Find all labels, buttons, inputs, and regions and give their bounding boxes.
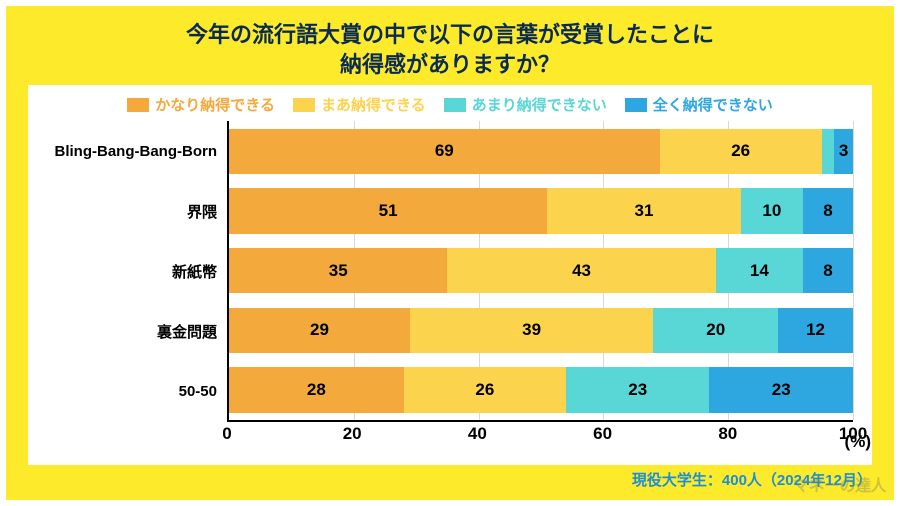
bar-segment: 28 xyxy=(229,367,404,412)
legend-label: かなり納得できる xyxy=(155,94,275,115)
bar-row: 28 26 23 23 xyxy=(229,360,853,420)
chart-title: 今年の流行語大賞の中で以下の言葉が受賞したことに 納得感がありますか？ xyxy=(28,20,872,79)
legend-swatch xyxy=(127,98,149,112)
category-label: 50-50 xyxy=(47,362,227,422)
segment-value: 29 xyxy=(310,320,329,340)
bar-segment: 31 xyxy=(547,188,740,233)
bar-segment: 10 xyxy=(741,188,803,233)
x-tick: 60 xyxy=(593,424,612,444)
bar-segment: 20 xyxy=(653,308,778,353)
stacked-bar: 69 26 3 xyxy=(229,129,853,174)
bar-segment: 26 xyxy=(404,367,566,412)
bar-row: 29 39 20 12 xyxy=(229,301,853,361)
segment-value: 14 xyxy=(750,261,769,281)
stacked-bar: 51 31 10 8 xyxy=(229,188,853,233)
bar-segment: 8 xyxy=(803,248,853,293)
category-label: Bling-Bang-Bang-Born xyxy=(47,121,227,181)
segment-value: 39 xyxy=(522,320,541,340)
segment-value: 43 xyxy=(572,261,591,281)
bar-row: 51 31 10 8 xyxy=(229,181,853,241)
segment-value: 12 xyxy=(806,320,825,340)
category-label: 新紙幣 xyxy=(47,242,227,302)
title-line2: 納得感がありますか？ xyxy=(28,50,872,80)
bar-segment xyxy=(822,129,834,174)
bar-segment: 43 xyxy=(447,248,715,293)
outer-frame: 今年の流行語大賞の中で以下の言葉が受賞したことに 納得感がありますか？ かなり納… xyxy=(0,0,900,506)
segment-value: 51 xyxy=(379,201,398,221)
bar-segment: 26 xyxy=(660,129,822,174)
bar-rows: 69 26 3 51 31 10 8 35 43 14 8 29 39 20 12 28 26 23 23 xyxy=(229,121,853,420)
legend-swatch xyxy=(293,98,315,112)
x-tick: 80 xyxy=(718,424,737,444)
segment-value: 23 xyxy=(628,380,647,400)
footnote: 現役大学生：400人（2024年12月） xyxy=(28,469,872,490)
segment-value: 20 xyxy=(706,320,725,340)
legend-swatch xyxy=(625,98,647,112)
stacked-bar: 29 39 20 12 xyxy=(229,308,853,353)
bar-segment: 69 xyxy=(229,129,660,174)
x-axis-unit: (%) xyxy=(845,432,871,452)
bar-segment: 3 xyxy=(834,129,853,174)
legend: かなり納得できる まあ納得できる あまり納得できない 全く納得できない xyxy=(47,94,853,115)
stacked-bar: 28 26 23 23 xyxy=(229,367,853,412)
segment-value: 23 xyxy=(772,380,791,400)
bar-segment: 35 xyxy=(229,248,447,293)
segment-value: 35 xyxy=(329,261,348,281)
bar-segment: 51 xyxy=(229,188,547,233)
bar-segment: 12 xyxy=(778,308,853,353)
category-label: 界隈 xyxy=(47,182,227,242)
x-tick: 40 xyxy=(468,424,487,444)
legend-label: 全く納得できない xyxy=(653,94,773,115)
bar-segment: 39 xyxy=(410,308,653,353)
segment-value: 26 xyxy=(475,380,494,400)
chart-panel: 今年の流行語大賞の中で以下の言葉が受賞したことに 納得感がありますか？ かなり納… xyxy=(6,6,894,500)
segment-value: 31 xyxy=(634,201,653,221)
stacked-bar: 35 43 14 8 xyxy=(229,248,853,293)
segment-value: 26 xyxy=(731,141,750,161)
segment-value: 69 xyxy=(435,141,454,161)
bar-segment: 23 xyxy=(566,367,710,412)
legend-swatch xyxy=(444,98,466,112)
x-tick: 20 xyxy=(343,424,362,444)
bar-segment: 14 xyxy=(716,248,803,293)
legend-item: まあ納得できる xyxy=(293,94,426,115)
bar-segment: 8 xyxy=(803,188,853,233)
segment-value: 8 xyxy=(823,261,832,281)
legend-label: あまり納得できない xyxy=(472,94,607,115)
bar-row: 35 43 14 8 xyxy=(229,241,853,301)
y-axis-labels: Bling-Bang-Bang-Born界隈新紙幣裏金問題50-50 xyxy=(47,121,227,422)
bars-area: 69 26 3 51 31 10 8 35 43 14 8 29 39 20 12 28 26 23 23 xyxy=(227,121,853,422)
segment-value: 8 xyxy=(823,201,832,221)
legend-label: まあ納得できる xyxy=(321,94,426,115)
x-tick: 0 xyxy=(222,424,231,444)
segment-value: 28 xyxy=(307,380,326,400)
title-line1: 今年の流行語大賞の中で以下の言葉が受賞したことに xyxy=(28,20,872,50)
bar-segment: 23 xyxy=(709,367,853,412)
bar-row: 69 26 3 xyxy=(229,121,853,181)
bar-segment: 29 xyxy=(229,308,410,353)
segment-value: 10 xyxy=(762,201,781,221)
category-label: 裏金問題 xyxy=(47,302,227,362)
legend-item: あまり納得できない xyxy=(444,94,607,115)
chart-box: かなり納得できる まあ納得できる あまり納得できない 全く納得できない Bling-B… xyxy=(28,85,872,465)
gridline xyxy=(853,121,854,420)
plot-area: Bling-Bang-Bang-Born界隈新紙幣裏金問題50-50 69 26 3… xyxy=(47,121,853,422)
x-axis: 020406080100 xyxy=(227,424,853,450)
legend-item: かなり納得できる xyxy=(127,94,275,115)
legend-item: 全く納得できない xyxy=(625,94,773,115)
segment-value: 3 xyxy=(839,141,848,161)
